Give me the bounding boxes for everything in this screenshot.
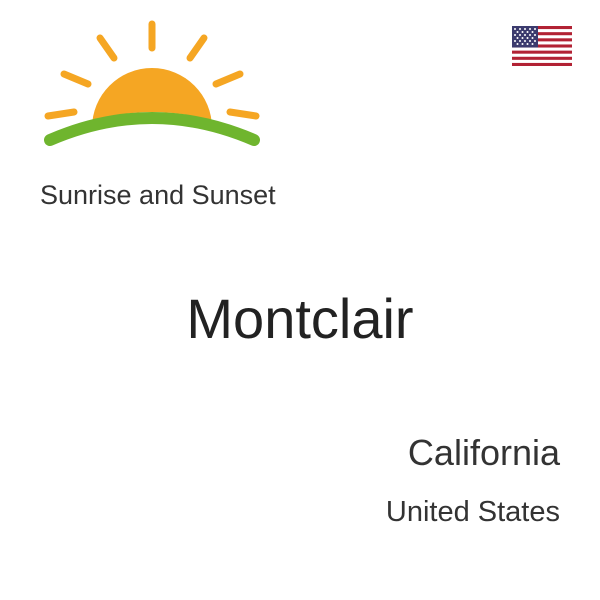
tagline-text: Sunrise and Sunset [40,180,276,211]
country-flag [512,26,572,66]
country-name: United States [386,496,560,529]
city-name: Montclair [0,286,600,351]
us-flag-svg [512,26,572,66]
region-name: California [408,432,560,474]
sunrise-logo-svg [32,18,272,158]
sunrise-logo [32,18,272,158]
